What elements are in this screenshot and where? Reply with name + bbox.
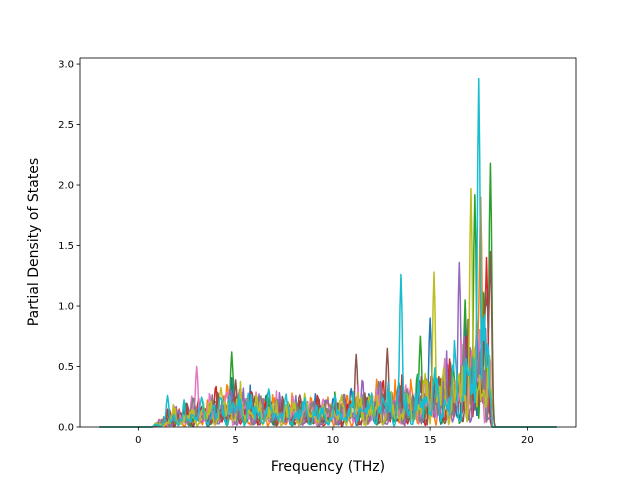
y-tick-label: 2.0 [58,181,74,192]
x-tick-label: 20 [521,435,534,446]
y-tick-label: 1.5 [58,241,74,252]
x-tick-label: 5 [232,435,238,446]
y-tick-label: 3.0 [58,60,74,71]
series-layer [99,77,557,428]
y-axis-title: Partial Density of States [26,158,42,326]
y-tick-label: 0.5 [58,362,74,373]
x-tick-label: 0 [135,435,141,446]
y-axis-ticks: 0.0 0.5 1.0 1.5 2.0 2.5 3.0 [58,60,80,434]
x-axis-ticks: 0 5 10 15 20 [135,427,534,446]
pdos-series-line [99,77,557,428]
plot-area [80,58,576,427]
y-tick-label: 0.0 [58,423,74,434]
y-tick-label: 2.5 [58,120,74,131]
y-tick-label: 1.0 [58,302,74,313]
x-axis-title: Frequency (THz) [271,459,385,475]
x-tick-label: 15 [424,435,437,446]
plot-frame [79,57,577,428]
x-tick-label: 10 [326,435,339,446]
